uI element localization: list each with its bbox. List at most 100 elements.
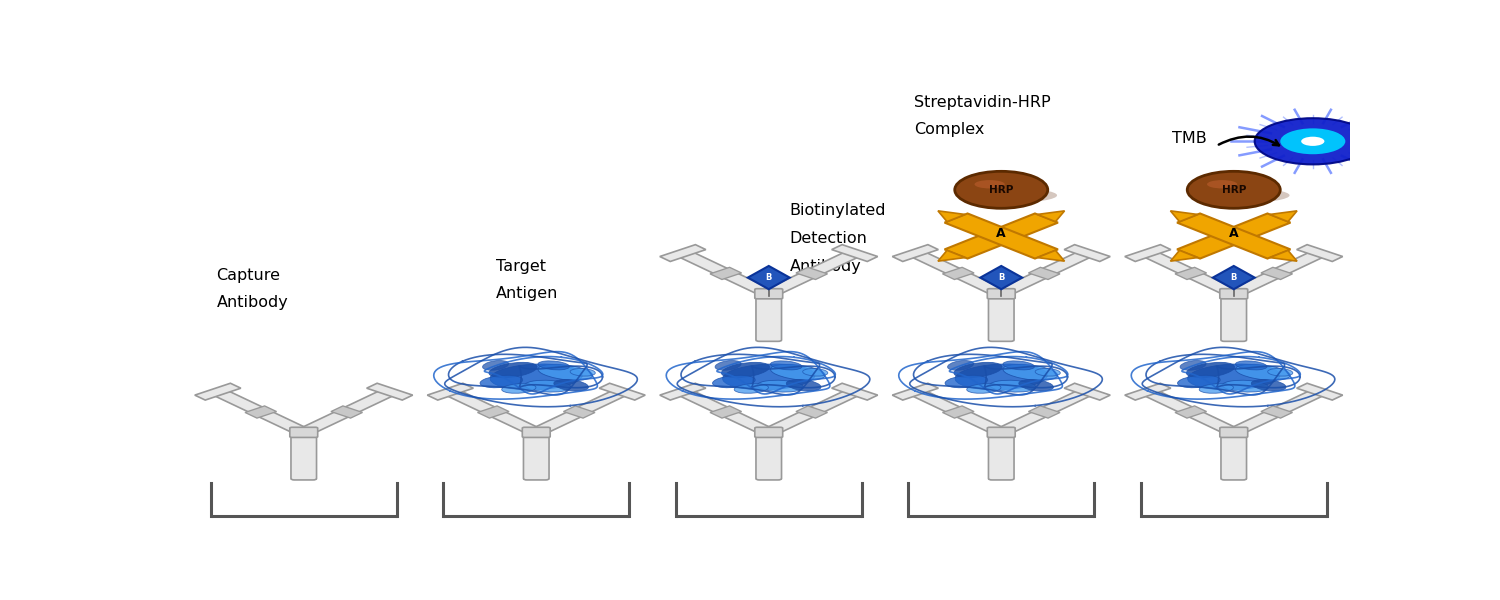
Polygon shape <box>1170 211 1197 221</box>
Polygon shape <box>796 406 828 418</box>
Polygon shape <box>598 383 645 400</box>
FancyBboxPatch shape <box>1221 292 1246 341</box>
Polygon shape <box>942 268 974 280</box>
FancyBboxPatch shape <box>754 427 783 437</box>
Ellipse shape <box>1004 364 1058 380</box>
FancyBboxPatch shape <box>987 289 1016 299</box>
Polygon shape <box>938 250 964 261</box>
Ellipse shape <box>525 380 572 392</box>
Polygon shape <box>660 245 706 262</box>
Polygon shape <box>1170 250 1197 261</box>
Polygon shape <box>994 389 1095 435</box>
Ellipse shape <box>1197 188 1290 203</box>
Polygon shape <box>1140 389 1240 435</box>
Ellipse shape <box>570 368 596 376</box>
Text: A: A <box>1228 227 1239 240</box>
Ellipse shape <box>975 180 1005 188</box>
Polygon shape <box>1178 214 1290 259</box>
Ellipse shape <box>501 383 536 393</box>
Ellipse shape <box>1222 380 1269 392</box>
Ellipse shape <box>489 362 537 377</box>
Polygon shape <box>710 406 741 418</box>
Ellipse shape <box>1268 368 1293 376</box>
Polygon shape <box>748 266 789 289</box>
Polygon shape <box>1296 383 1342 400</box>
Polygon shape <box>366 383 413 400</box>
FancyBboxPatch shape <box>756 292 782 341</box>
Text: HRP: HRP <box>988 185 1014 195</box>
Polygon shape <box>530 389 630 435</box>
Polygon shape <box>981 266 1022 289</box>
Polygon shape <box>1227 389 1328 435</box>
Ellipse shape <box>758 380 804 392</box>
Ellipse shape <box>722 362 770 377</box>
Polygon shape <box>945 214 1058 259</box>
Ellipse shape <box>1180 361 1206 370</box>
Polygon shape <box>195 383 242 400</box>
Text: Target: Target <box>495 259 546 274</box>
Ellipse shape <box>786 379 820 391</box>
Ellipse shape <box>734 383 768 393</box>
Circle shape <box>1300 137 1324 146</box>
FancyBboxPatch shape <box>1220 289 1248 299</box>
Circle shape <box>1280 128 1346 154</box>
Polygon shape <box>831 383 878 400</box>
FancyBboxPatch shape <box>754 289 783 299</box>
Polygon shape <box>710 268 741 280</box>
Polygon shape <box>297 389 398 435</box>
Ellipse shape <box>1236 361 1268 370</box>
Ellipse shape <box>1019 379 1053 391</box>
Ellipse shape <box>716 361 741 370</box>
Ellipse shape <box>945 376 987 388</box>
Polygon shape <box>660 383 706 400</box>
FancyBboxPatch shape <box>756 431 782 480</box>
FancyBboxPatch shape <box>524 431 549 480</box>
Polygon shape <box>1140 251 1240 296</box>
Polygon shape <box>892 383 939 400</box>
Polygon shape <box>908 389 1008 435</box>
Text: Detection: Detection <box>789 231 867 246</box>
Ellipse shape <box>554 379 588 391</box>
Polygon shape <box>244 406 276 418</box>
Circle shape <box>1188 172 1280 208</box>
Polygon shape <box>332 406 363 418</box>
Ellipse shape <box>1186 362 1234 377</box>
Ellipse shape <box>1208 180 1237 188</box>
Text: Streptavidin-HRP: Streptavidin-HRP <box>914 95 1050 110</box>
Ellipse shape <box>1178 376 1219 388</box>
Polygon shape <box>427 383 474 400</box>
Polygon shape <box>1214 266 1254 289</box>
Polygon shape <box>1296 245 1342 262</box>
Polygon shape <box>1038 250 1065 261</box>
Polygon shape <box>1178 214 1290 259</box>
Ellipse shape <box>771 364 825 380</box>
Text: TMB: TMB <box>1172 131 1208 146</box>
Ellipse shape <box>538 364 592 380</box>
FancyBboxPatch shape <box>291 431 316 480</box>
Ellipse shape <box>1251 379 1286 391</box>
Polygon shape <box>1174 406 1206 418</box>
Polygon shape <box>477 406 508 418</box>
Polygon shape <box>1125 245 1172 262</box>
Ellipse shape <box>480 376 522 388</box>
Polygon shape <box>210 389 310 435</box>
FancyBboxPatch shape <box>1220 427 1248 437</box>
Polygon shape <box>675 389 776 435</box>
Polygon shape <box>1029 406 1060 418</box>
Polygon shape <box>892 245 939 262</box>
Ellipse shape <box>1035 368 1060 376</box>
Ellipse shape <box>990 380 1036 392</box>
FancyBboxPatch shape <box>522 427 550 437</box>
Ellipse shape <box>490 364 582 390</box>
Polygon shape <box>994 251 1095 296</box>
Polygon shape <box>1227 251 1328 296</box>
Polygon shape <box>1262 268 1293 280</box>
Text: HRP: HRP <box>1221 185 1246 195</box>
Ellipse shape <box>956 364 1047 390</box>
FancyBboxPatch shape <box>987 427 1016 437</box>
Polygon shape <box>1262 406 1293 418</box>
Polygon shape <box>1125 383 1172 400</box>
Polygon shape <box>831 245 878 262</box>
Ellipse shape <box>1236 364 1290 380</box>
FancyBboxPatch shape <box>290 427 318 437</box>
